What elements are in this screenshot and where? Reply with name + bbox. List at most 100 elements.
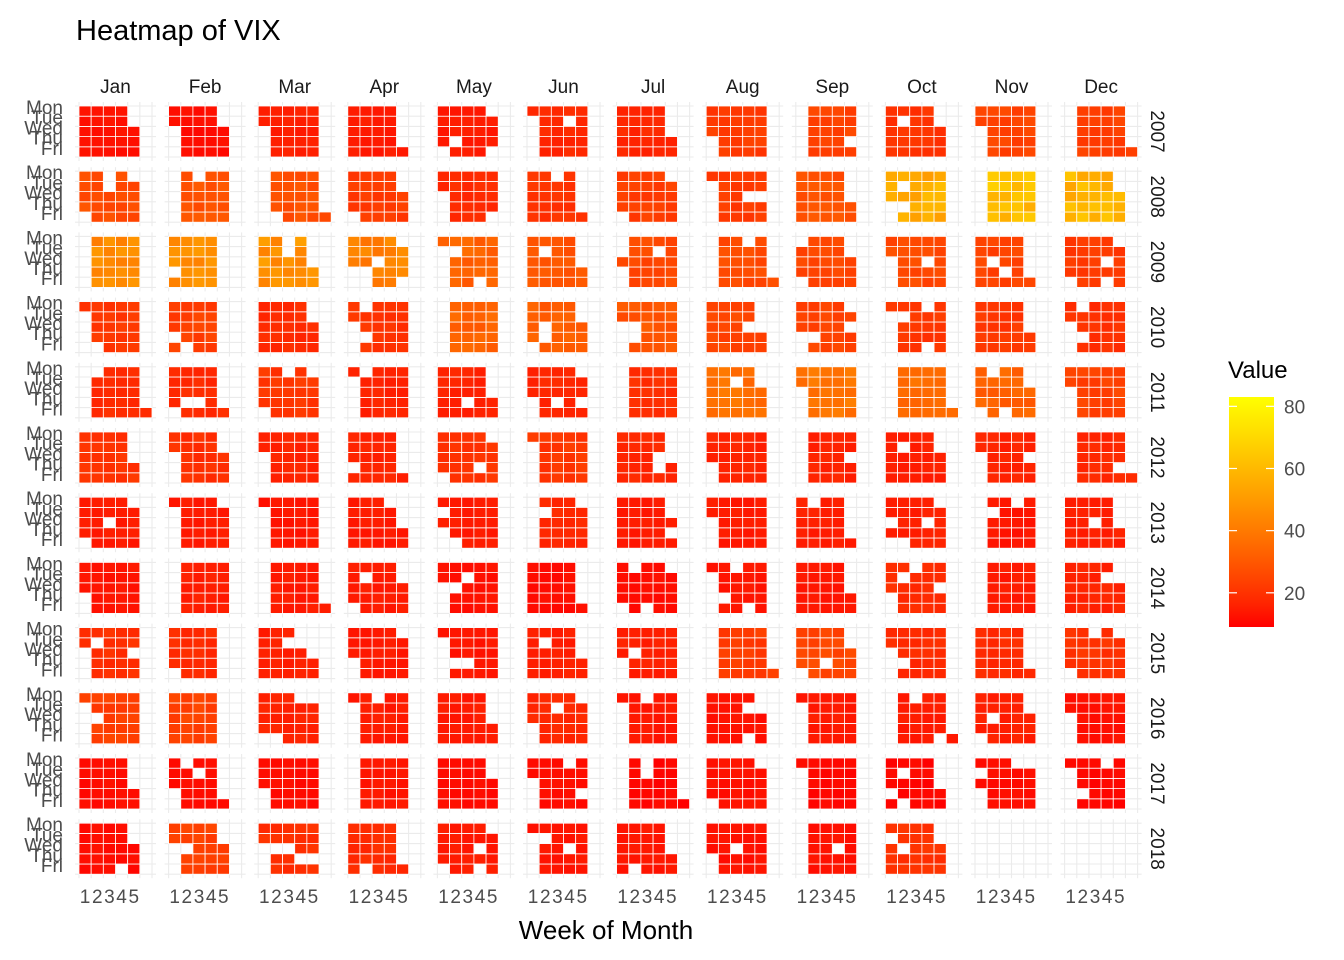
heatmap-cell — [90, 723, 104, 735]
heatmap-cell — [717, 311, 731, 323]
heatmap-cell — [742, 472, 756, 484]
heatmap-cell — [1023, 105, 1037, 117]
heatmap-cell — [717, 668, 731, 680]
heatmap-cell — [717, 692, 731, 704]
heatmap-cell — [192, 733, 206, 745]
heatmap-cell — [885, 562, 898, 574]
heatmap-cell — [742, 201, 756, 213]
weekday-tick-label: Fri — [41, 791, 63, 812]
heatmap-cell — [359, 853, 373, 865]
heatmap-cell — [897, 602, 911, 614]
heatmap-cell — [102, 822, 116, 834]
heatmap-cell — [127, 146, 141, 158]
heatmap-cell — [90, 276, 104, 288]
heatmap-cell — [102, 386, 116, 398]
heatmap-cell — [717, 822, 731, 834]
heatmap-cell — [807, 407, 821, 419]
heatmap-cell — [115, 506, 129, 518]
heatmap-cell — [550, 506, 564, 518]
heatmap-cell — [359, 788, 373, 800]
heatmap-cell — [383, 441, 397, 453]
week-tick-label: 5 — [128, 887, 139, 908]
heatmap-cell — [538, 592, 552, 604]
heatmap-cell — [563, 527, 577, 539]
heatmap-cell — [754, 235, 768, 247]
heatmap-cell — [1023, 126, 1037, 138]
heatmap-panel — [523, 232, 604, 292]
heatmap-cell — [717, 256, 731, 268]
heatmap-cell — [461, 843, 475, 855]
heatmap-cell — [347, 366, 361, 378]
heatmap-cell — [807, 572, 821, 584]
heatmap-cell — [485, 201, 499, 213]
heatmap-cell — [282, 822, 296, 834]
heatmap-cell — [819, 637, 833, 649]
heatmap-cell — [831, 778, 845, 790]
heatmap-cell — [831, 723, 845, 735]
heatmap-cell — [844, 472, 858, 484]
heatmap-cell — [294, 246, 308, 258]
heatmap-cell — [204, 191, 218, 203]
heatmap-cell — [717, 517, 731, 529]
heatmap-cell — [180, 788, 194, 800]
heatmap-cell — [730, 201, 744, 213]
heatmap-cell — [192, 472, 206, 484]
heatmap-cell — [1064, 170, 1078, 182]
heatmap-cell — [1076, 527, 1090, 539]
heatmap-cell — [371, 235, 385, 247]
heatmap-cell — [844, 266, 858, 278]
heatmap-cell — [575, 376, 589, 388]
weekday-tick-label: Mon — [26, 359, 63, 380]
heatmap-cell — [1088, 647, 1102, 659]
heatmap-cell — [204, 115, 218, 127]
heatmap-cell — [192, 657, 206, 669]
heatmap-cell — [102, 592, 116, 604]
heatmap-cell — [550, 105, 564, 117]
heatmap-cell — [550, 723, 564, 735]
heatmap-cell — [485, 191, 499, 203]
heatmap-cell — [831, 798, 845, 810]
heatmap-cell — [998, 733, 1012, 745]
heatmap-cell — [897, 396, 911, 408]
heatmap-cell — [127, 788, 141, 800]
heatmap-cell — [449, 180, 463, 192]
heatmap-cell — [282, 386, 296, 398]
heatmap-cell — [640, 627, 654, 639]
heatmap-cell — [897, 692, 911, 704]
heatmap-cell — [1100, 246, 1114, 258]
heatmap-cell — [1011, 637, 1025, 649]
heatmap-cell — [359, 592, 373, 604]
heatmap-cell — [563, 657, 577, 669]
heatmap-panel — [343, 623, 425, 683]
heatmap-cell — [436, 366, 450, 378]
heatmap-panel — [1060, 102, 1142, 161]
heatmap-cell — [628, 778, 642, 790]
heatmap-cell — [986, 431, 1000, 443]
heatmap-cell — [831, 572, 845, 584]
heatmap-cell — [168, 833, 182, 845]
heatmap-cell — [306, 657, 320, 669]
heatmap-cell — [754, 527, 768, 539]
heatmap-cell — [78, 301, 92, 313]
heatmap-cell — [192, 757, 206, 769]
heatmap-cell — [575, 276, 589, 288]
heatmap-cell — [347, 506, 361, 518]
heatmap-cell — [819, 853, 833, 865]
heatmap-cell — [563, 853, 577, 865]
heatmap-cell — [1112, 702, 1126, 714]
heatmap-cell — [538, 527, 552, 539]
heatmap-cell — [795, 170, 809, 182]
weekday-tick-label: Mon — [26, 163, 63, 184]
heatmap-cell — [730, 778, 744, 790]
heatmap-cell — [461, 105, 475, 117]
heatmap-cell — [449, 592, 463, 604]
year-strip-label: 2009 — [1146, 241, 1167, 283]
heatmap-cell — [436, 702, 450, 714]
heatmap-cell — [269, 266, 283, 278]
heatmap-cell — [933, 321, 947, 333]
heatmap-cell — [127, 657, 141, 669]
heatmap-cell — [1076, 180, 1090, 192]
heatmap-cell — [563, 201, 577, 213]
heatmap-cell — [538, 105, 552, 117]
heatmap-cell — [526, 256, 540, 268]
